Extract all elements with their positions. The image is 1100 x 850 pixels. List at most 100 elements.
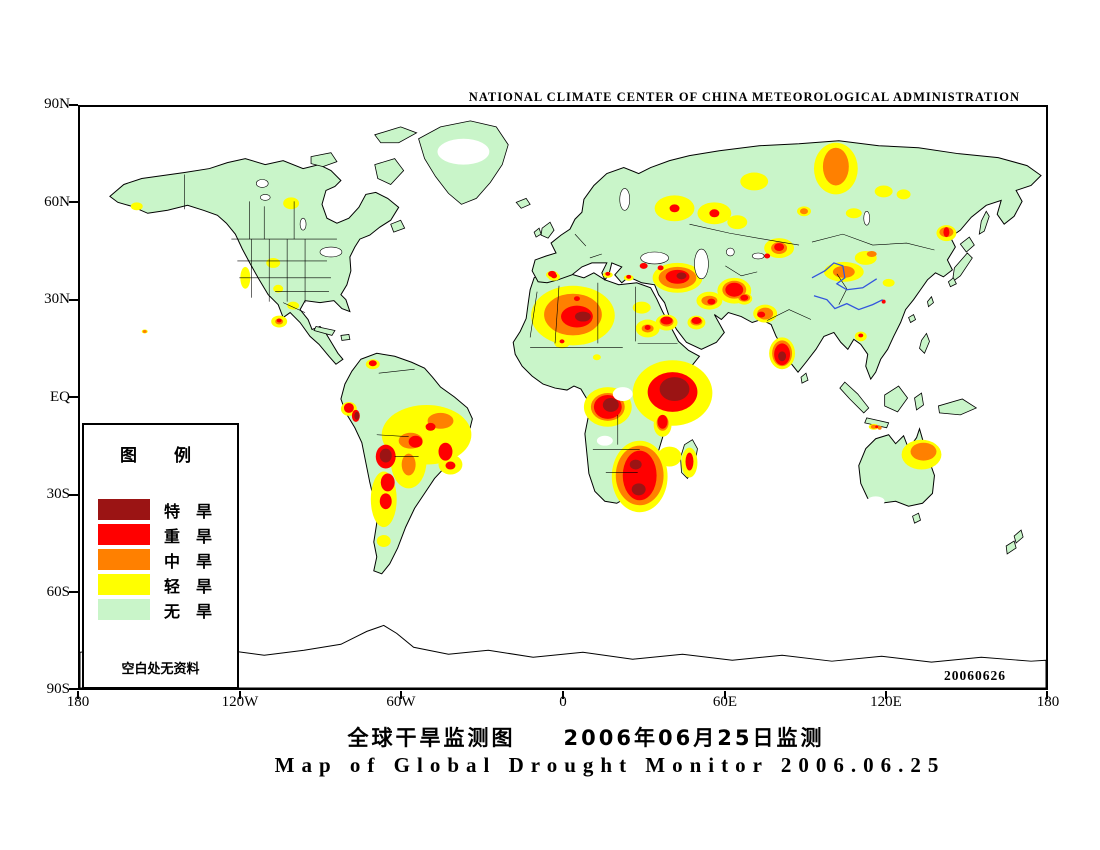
no-data-west-australia (866, 496, 885, 507)
extreme-drought-area (354, 411, 360, 420)
severe-drought-area (757, 311, 766, 318)
legend-note: 空白处无资料 (121, 662, 200, 677)
light-drought-area (283, 197, 300, 210)
lat-label-90s: 90S (46, 681, 70, 697)
severe-drought-area (379, 493, 392, 510)
severe-drought-area (626, 274, 632, 279)
extreme-drought-area (631, 483, 646, 496)
sulawesi (914, 392, 924, 411)
organization-name-english: NATIONAL CLIMATE CENTER OF CHINA METEORO… (468, 90, 1020, 104)
moderate-drought-area (401, 453, 416, 476)
new-zealand-south (1005, 540, 1017, 555)
severe-drought-area (774, 243, 785, 252)
light-drought-area (727, 215, 748, 230)
light-drought-area (740, 172, 769, 191)
map-frame: 20060626 (78, 105, 1048, 690)
britain (540, 221, 555, 239)
sumatra (839, 381, 870, 414)
lon-label-120e: 120E (870, 694, 902, 710)
sakhalin (978, 210, 990, 235)
lat-tick (69, 494, 78, 496)
black-sea (640, 251, 669, 265)
severe-drought-area (740, 294, 749, 301)
java (864, 417, 890, 429)
light-drought-area (376, 535, 391, 547)
yellow-river (811, 262, 878, 291)
lat-tick (69, 299, 78, 301)
ireland (533, 227, 542, 238)
lake-balkhash (751, 252, 765, 260)
kyushu (947, 277, 957, 288)
lon-tick (77, 691, 79, 699)
legend-item-extreme: 特 旱 (98, 497, 229, 522)
lat-tick (69, 396, 78, 398)
lat-label-60s: 60S (46, 584, 70, 600)
lon-tick (562, 691, 564, 699)
antarctica (80, 624, 1046, 688)
lat-label-30s: 30S (46, 486, 70, 502)
moderate-drought-area (870, 424, 877, 429)
moderate-drought-area (866, 251, 877, 257)
iceland (515, 197, 531, 209)
severe-drought-area (691, 317, 702, 325)
extreme-drought-area (602, 397, 619, 412)
extreme-drought-swatch (98, 499, 150, 520)
legend-item-severe: 重 旱 (98, 522, 229, 547)
lat-label-90n: 90N (44, 96, 70, 112)
moderate-drought-area (910, 442, 937, 461)
severe-drought-area (343, 402, 354, 413)
severe-drought-area (639, 262, 648, 269)
severe-drought-area (657, 265, 664, 271)
legend-item-moderate: 中 旱 (98, 547, 229, 572)
borneo (884, 385, 909, 413)
extreme-drought-area (574, 311, 591, 322)
country-borders (184, 174, 935, 473)
severe-drought-area (660, 316, 673, 325)
legend-label: 重 旱 (164, 526, 213, 546)
no-data-congo (612, 387, 633, 401)
light-drought-area (273, 284, 284, 293)
great-bear-lake (255, 179, 269, 188)
hokkaido (959, 236, 975, 253)
light-drought-area (592, 354, 601, 361)
severe-drought-area (425, 422, 436, 431)
severe-drought-area (764, 253, 771, 259)
extreme-drought-area (676, 272, 687, 280)
lon-label-180e: 180 (1036, 694, 1060, 710)
victoria-island (310, 152, 338, 168)
newfoundland (390, 219, 406, 233)
legend-label: 轻 旱 (164, 576, 213, 596)
legend-label: 无 旱 (164, 601, 213, 621)
lakes (255, 138, 885, 507)
no-drought-swatch (98, 599, 150, 620)
severe-drought-area (644, 324, 651, 330)
light-drought-area (266, 257, 281, 268)
honshu (951, 252, 973, 283)
map-title-english: Map of Global Drought Monitor 2006.06.25 (274, 753, 946, 777)
extreme-drought-area (379, 448, 392, 463)
lon-tick (1046, 691, 1048, 699)
moderate-drought-area (800, 208, 808, 215)
severe-drought-area (605, 271, 611, 276)
baltic-sea (619, 188, 631, 211)
lon-tick (885, 691, 887, 699)
legend-label: 特 旱 (164, 501, 213, 521)
no-data-greenland (437, 138, 490, 165)
severe-drought-area (559, 339, 565, 344)
light-drought-area (882, 278, 895, 287)
lon-label-0: 0 (559, 694, 567, 710)
light-drought-area (287, 301, 300, 310)
lat-label-30n: 30N (44, 291, 70, 307)
caspian-sea (694, 248, 709, 280)
severe-drought-area (445, 461, 456, 470)
severe-drought-area (438, 442, 453, 461)
severe-drought-area (573, 296, 580, 302)
lon-tick (724, 691, 726, 699)
severe-drought-swatch (98, 524, 150, 545)
light-drought-area (657, 446, 682, 467)
lon-label-60e: 60E (712, 694, 738, 710)
severe-drought-area (875, 425, 879, 429)
severe-drought-area (276, 318, 282, 323)
lake-baikal (863, 210, 871, 226)
